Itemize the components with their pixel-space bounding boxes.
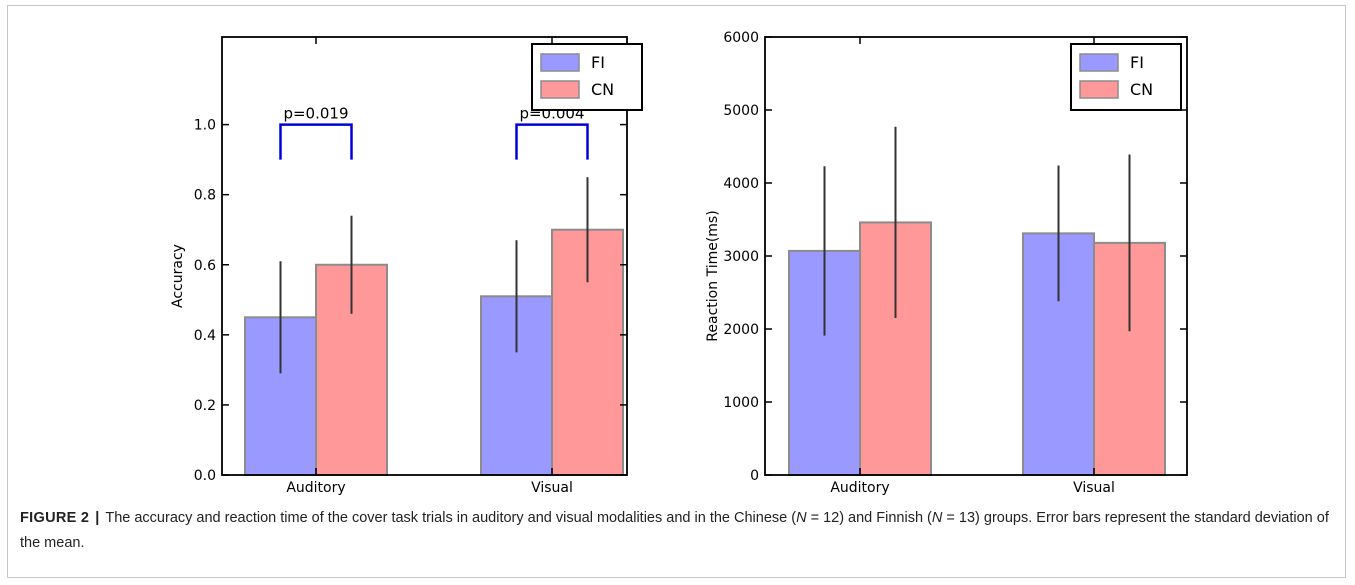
y-tick-label: 1000 — [723, 395, 759, 411]
caption-separator: | — [95, 510, 100, 526]
y-tick-label: 3000 — [723, 249, 759, 265]
legend-swatch-fi — [1079, 53, 1119, 72]
significance-bracket — [515, 123, 589, 160]
x-tick-label: Auditory — [830, 480, 889, 496]
significance-label: p=0.019 — [283, 105, 348, 123]
chart-panel-reaction-time: 0 1000 2000 3000 4000 5000 6000 Auditory Visual R… — [705, 30, 1188, 496]
caption-segment: = 13) groups. Error bars represent the s… — [20, 510, 1329, 551]
caption-segment: The accuracy and reaction time of the co… — [105, 510, 797, 526]
y-tick-label: 0.2 — [194, 398, 216, 414]
caption-segment: N — [796, 510, 807, 526]
legend-swatch-fi — [540, 53, 580, 72]
significance-bracket — [279, 123, 353, 160]
caption-label: FIGURE 2 — [20, 510, 90, 526]
figure-caption: FIGURE 2 | The accuracy and reaction time … — [20, 506, 1330, 556]
y-tick-label: 4000 — [723, 176, 759, 192]
y-tick-label: 6000 — [723, 30, 759, 46]
y-tick-label: 1.0 — [194, 118, 216, 134]
y-tick-label: 5000 — [723, 103, 759, 119]
x-tick-label: Auditory — [286, 480, 345, 496]
y-tick-label: 0.4 — [194, 328, 216, 344]
y-axis-label: Accuracy — [170, 244, 186, 308]
x-tick-label: Visual — [1073, 480, 1115, 496]
y-tick-label: 2000 — [723, 322, 759, 338]
legend-label-fi: FI — [1130, 53, 1144, 72]
legend: FI CN — [531, 43, 643, 111]
legend-label-fi: FI — [591, 53, 605, 72]
legend-label-cn: CN — [591, 80, 614, 99]
chart-panel-accuracy: p=0.019 p=0.0040.00.20.40.60.81.0Auditory… — [170, 36, 643, 496]
axes-frame — [221, 36, 628, 476]
y-tick-label: 0.8 — [194, 188, 216, 204]
legend: FI CN — [1070, 43, 1182, 111]
y-axis-label: Reaction Time(ms) — [705, 210, 721, 341]
y-tick-label: 0 — [750, 468, 759, 484]
legend-label-cn: CN — [1130, 80, 1153, 99]
y-tick-label: 0.0 — [194, 468, 216, 484]
y-tick-label: 0.6 — [194, 258, 216, 274]
figure-canvas: p=0.019 p=0.0040.00.20.40.60.81.0Auditory… — [170, 30, 1188, 496]
x-tick-label: Visual — [531, 480, 573, 496]
caption-segment: = 12) and Finnish ( — [806, 510, 932, 526]
legend-swatch-cn — [1079, 80, 1119, 99]
legend-swatch-cn — [540, 80, 580, 99]
caption-segment: N — [931, 510, 943, 526]
